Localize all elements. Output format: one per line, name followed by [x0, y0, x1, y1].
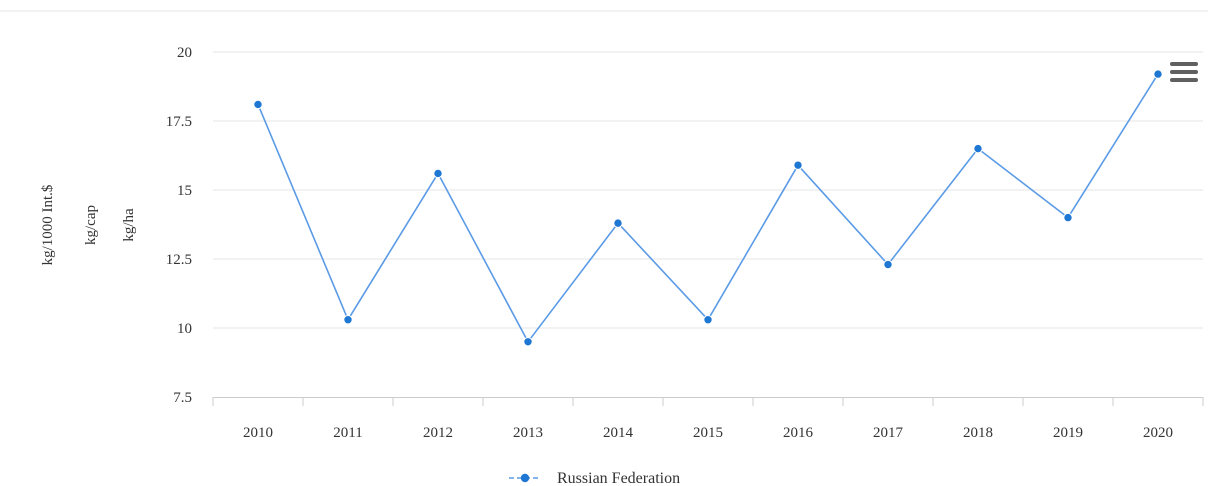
y-axis-title: kg/cap	[83, 205, 99, 245]
data-point[interactable]	[1063, 212, 1073, 223]
data-point[interactable]	[793, 160, 803, 170]
chart-menu-button[interactable]	[1166, 60, 1202, 88]
series-russian-federation	[253, 69, 1163, 347]
x-axis	[212, 397, 1204, 406]
x-tick-label: 2018	[963, 425, 993, 441]
data-point[interactable]	[343, 315, 353, 325]
y-tick-label: 20	[177, 45, 192, 61]
y-tick-label: 12.5	[166, 252, 192, 268]
y-axis-ticks: 7.5 10 12.5 15 17.5 20	[166, 45, 192, 406]
legend-marker-symbol[interactable]	[520, 473, 530, 483]
x-tick-label: 2010	[243, 425, 273, 441]
data-point[interactable]	[523, 337, 533, 347]
grid-lines	[213, 51, 1203, 329]
y-tick-label: 10	[177, 321, 192, 337]
legend-label[interactable]: Russian Federation	[557, 470, 680, 486]
legend[interactable]: Russian Federation	[509, 470, 680, 486]
x-tick-label: 2014	[603, 425, 634, 441]
x-tick-label: 2017	[873, 425, 904, 441]
y-tick-label: 17.5	[166, 114, 192, 130]
data-point[interactable]	[613, 218, 623, 228]
x-tick-label: 2016	[783, 425, 814, 441]
y-tick-label: 7.5	[173, 390, 192, 406]
data-point[interactable]	[253, 99, 263, 110]
data-point[interactable]	[973, 143, 983, 154]
x-tick-label: 2019	[1053, 425, 1083, 441]
series-line	[257, 73, 1159, 343]
x-tick-label: 2015	[693, 425, 723, 441]
x-tick-label: 2011	[333, 425, 362, 441]
y-axis-title: kg/1000 Int.$	[40, 184, 56, 265]
x-tick-label: 2013	[513, 425, 543, 441]
y-axis-titles: kg/1000 Int.$ kg/cap kg/ha	[40, 184, 137, 265]
x-tick-label: 2020	[1143, 425, 1173, 441]
data-point[interactable]	[433, 168, 443, 179]
y-tick-label: 15	[177, 183, 192, 199]
x-tick-label: 2012	[423, 425, 453, 441]
y-axis-title: kg/ha	[121, 208, 137, 242]
data-point[interactable]	[703, 315, 713, 325]
x-axis-ticks: 2010 2011 2012 2013 2014 2015 2016 2017 2018 2019…	[243, 425, 1173, 441]
hamburger-menu-icon[interactable]	[1166, 60, 1202, 88]
data-point[interactable]	[883, 259, 893, 270]
data-point[interactable]	[1153, 69, 1163, 79]
